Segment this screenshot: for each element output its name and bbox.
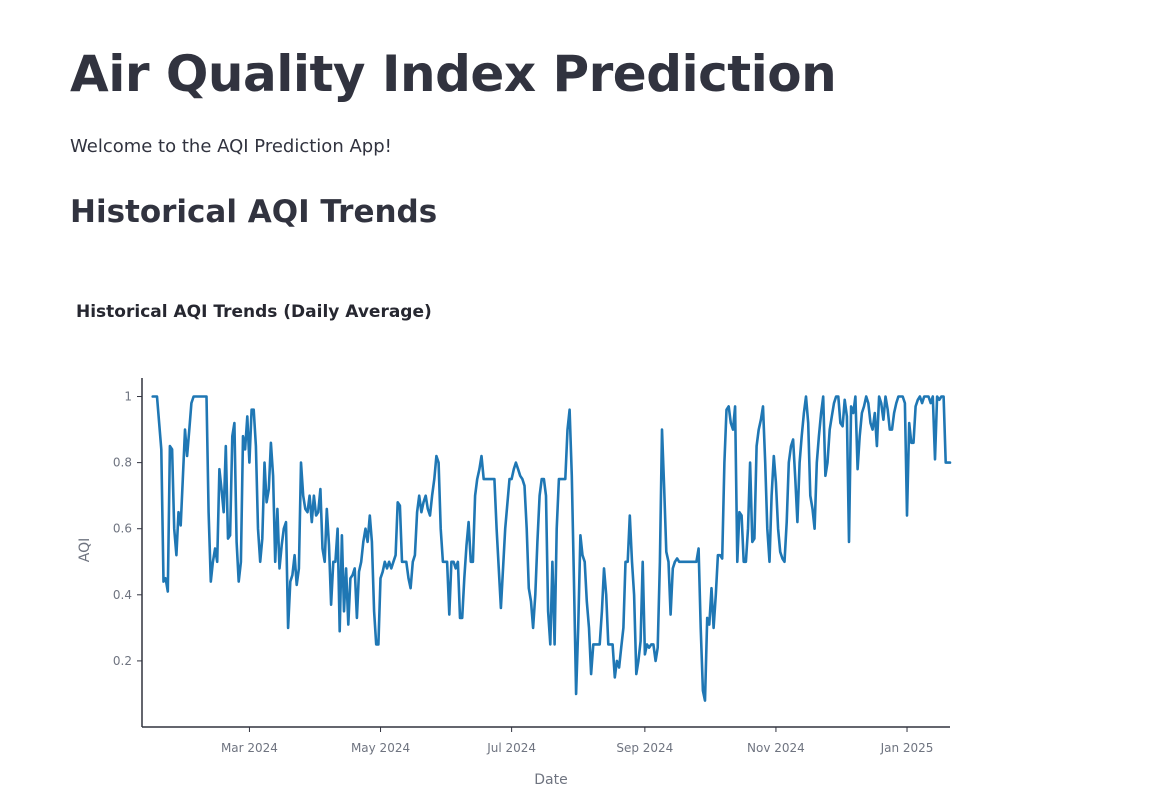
x-tick-label: Jan 2025	[880, 741, 934, 755]
section-title: Historical AQI Trends	[70, 194, 438, 230]
y-tick-label: 0.2	[113, 654, 132, 668]
x-tick-label: Jul 2024	[486, 741, 536, 755]
y-tick-label: 0.4	[113, 588, 132, 602]
y-tick-label: 0.6	[113, 522, 132, 536]
aqi-line-chart[interactable]: Historical AQI Trends (Daily Average) 0.…	[60, 280, 970, 800]
chart-svg[interactable]: Historical AQI Trends (Daily Average) 0.…	[60, 280, 970, 800]
x-axis-title: Date	[534, 772, 567, 788]
y-tick-label: 0.8	[113, 456, 132, 470]
page-title: Air Quality Index Prediction	[70, 45, 837, 103]
x-tick-label: Nov 2024	[747, 741, 805, 755]
axes: 0.2 0.4 0.6 0.8 1 Mar 2024 May 2024 Jul 2024 Sep…	[113, 378, 950, 755]
welcome-text: Welcome to the AQI Prediction App!	[70, 136, 392, 157]
aqi-series-line[interactable]	[151, 395, 952, 702]
x-tick-label: Sep 2024	[616, 741, 673, 755]
y-tick-label: 1	[124, 390, 132, 404]
plot-area[interactable]	[151, 395, 952, 702]
x-tick-label: Mar 2024	[221, 741, 278, 755]
y-axis-title: AQI	[77, 538, 93, 562]
x-tick-label: May 2024	[351, 741, 410, 755]
chart-title: Historical AQI Trends (Daily Average)	[76, 302, 432, 322]
